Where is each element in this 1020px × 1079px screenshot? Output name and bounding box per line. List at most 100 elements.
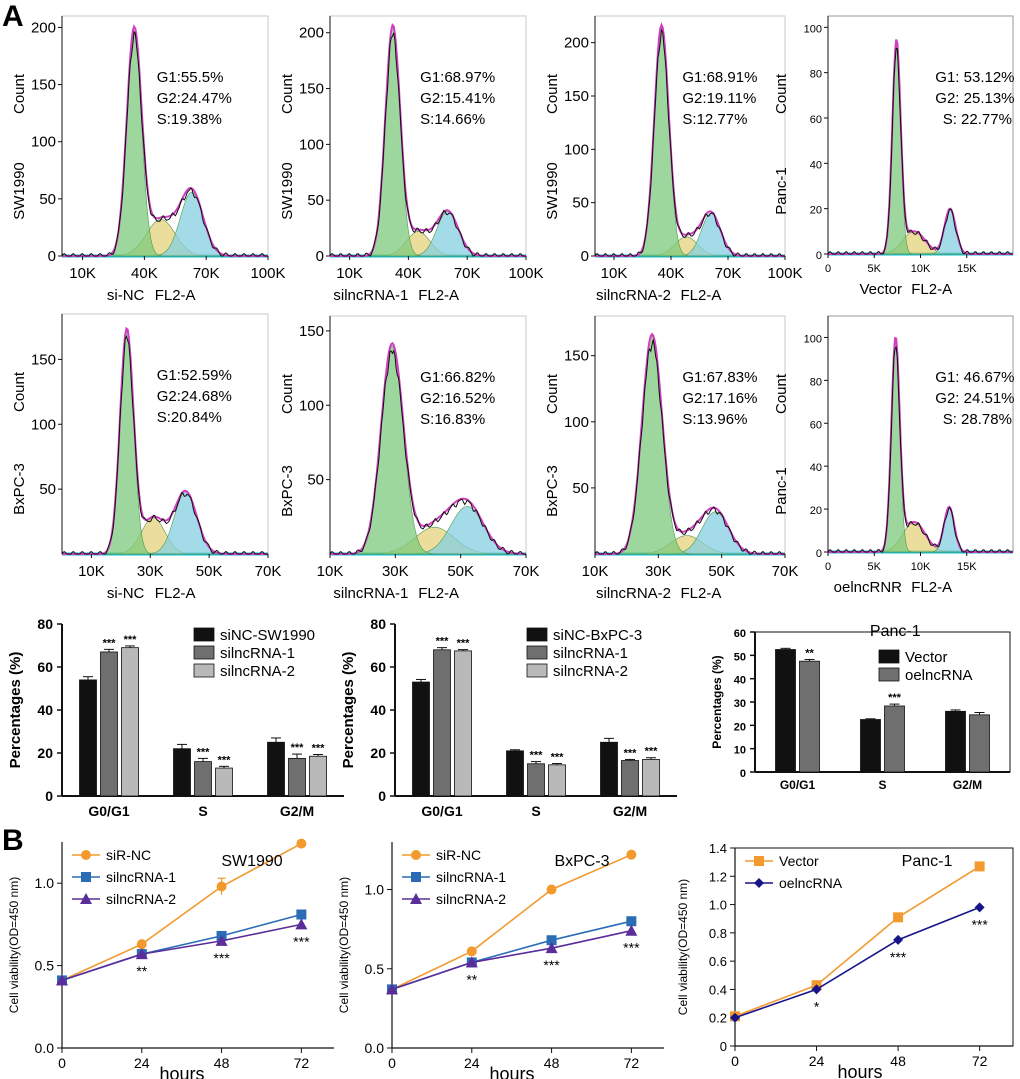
y-tick-label: 150	[31, 351, 56, 368]
significance-mark: ***	[312, 743, 326, 755]
y-tick-label: 100	[804, 23, 822, 35]
x-tick-label: 70K	[772, 563, 799, 580]
bar	[860, 719, 881, 773]
x-tick-label: 48	[890, 1053, 906, 1069]
histogram-1: 0 50 100 150 200 10K 40K 70K 100K Count SW1990 si-N…	[11, 15, 286, 304]
x-tick-label: 40K	[131, 265, 158, 282]
y-tick-label: 1.0	[365, 882, 385, 898]
x-tick-label: 10K	[317, 563, 344, 580]
data-point	[386, 983, 398, 995]
category-label: G0/G1	[780, 778, 816, 792]
fit-curve	[62, 326, 268, 555]
data-point	[296, 909, 307, 920]
y-axis-label: Cell viability(OD=450 nm)	[676, 879, 690, 1015]
x-tick-label: 48	[544, 1055, 560, 1071]
x-tick-label: 15K	[957, 561, 977, 573]
bar	[548, 764, 566, 797]
raw-histogram	[329, 32, 526, 257]
phase-percentage: G2:24.68%	[157, 388, 232, 405]
data-point	[295, 918, 308, 930]
series-line	[734, 865, 981, 1018]
legend-label: silncRNA-2	[220, 663, 295, 680]
bar	[267, 741, 285, 797]
legend-label: siR-NC	[436, 847, 481, 863]
sample-label: silncRNA-2	[596, 585, 671, 602]
bar	[288, 757, 306, 797]
x-tick-label: 100K	[508, 265, 543, 282]
legend-label: siNC-BxPC-3	[553, 627, 642, 644]
bar	[527, 763, 545, 797]
bar	[194, 761, 212, 797]
y-tick-label: 80	[37, 616, 53, 632]
row-label: BxPC-3	[544, 465, 561, 517]
x-tick-label: 0	[731, 1053, 739, 1069]
significance-mark: ***	[457, 638, 471, 650]
bar	[173, 748, 191, 797]
chart-title: SW1990	[221, 853, 282, 870]
panel-label-b: B	[2, 824, 24, 857]
data-point	[546, 884, 557, 895]
legend-marker	[81, 850, 91, 860]
phase-percentage: G2:17.16%	[682, 390, 757, 407]
row-label: SW1990	[544, 162, 561, 220]
plot-frame	[827, 315, 1014, 553]
x-tick-label: 10K	[78, 563, 105, 580]
peak-g1	[330, 26, 526, 257]
plot-frame	[827, 15, 1014, 255]
x-tick-label-minor: 40K	[415, 563, 442, 580]
raw-histogram	[329, 349, 526, 555]
phase-percentage: S:20.84%	[157, 409, 222, 426]
y-axis-label: Count	[544, 73, 561, 114]
bar	[309, 755, 327, 797]
y-tick-label: 1.0	[709, 898, 727, 913]
phase-percentage: S: 22.77%	[943, 111, 1012, 128]
legend-swatch	[526, 627, 548, 642]
bar	[454, 650, 472, 797]
x-tick-label: 30K	[382, 563, 409, 580]
x-tick-label: 24	[134, 1055, 150, 1071]
legend-marker	[411, 872, 421, 882]
significance-mark: ***	[291, 742, 305, 754]
peak-g1	[595, 25, 785, 257]
y-tick-label: 0.8	[709, 926, 727, 941]
y-tick-label: 60	[810, 114, 822, 126]
phase-percentage: S:12.77%	[682, 111, 747, 128]
bar	[621, 760, 639, 797]
histogram-8: 0 20 40 60 80 100 0 5K 10K 15K Count Panc-1 oelncRNR…	[773, 315, 1015, 596]
y-tick-label: 150	[299, 323, 324, 340]
sample-label: oelncRNR	[834, 579, 903, 596]
x-tick-label: 24	[809, 1053, 825, 1069]
y-tick-label: 30	[734, 698, 746, 710]
raw-histogram	[594, 28, 785, 257]
x-tick-label-minor: 20K	[108, 563, 135, 580]
row-label: SW1990	[279, 162, 296, 220]
y-tick-label: 50	[307, 192, 324, 209]
significance-mark: ***	[543, 957, 560, 973]
legend-swatch	[193, 645, 215, 660]
significance-mark: ***	[645, 746, 659, 758]
plot-frame	[329, 315, 527, 555]
significance-mark: ***	[551, 752, 565, 764]
legend-marker	[81, 872, 91, 882]
y-tick-label: 0	[45, 788, 53, 804]
bar	[506, 750, 524, 797]
category-label: S	[878, 778, 886, 792]
y-tick-label: 0.0	[365, 1040, 385, 1056]
histogram-7: 50 100 150 10K 30K 50K 70K 20K 40K 60K Count BxPC-3…	[544, 315, 799, 602]
channel-label: FL2-A	[681, 287, 722, 304]
chart-title: BxPC-3	[554, 853, 609, 870]
significance-mark: ***	[124, 634, 138, 646]
x-tick-label: 40K	[658, 265, 685, 282]
y-tick-label: 0.5	[35, 958, 55, 974]
y-tick-label: 60	[810, 419, 822, 431]
x-tick-label-minor: 40K	[677, 563, 704, 580]
x-tick-label-minor: 20K	[349, 563, 376, 580]
category-label: G0/G1	[88, 803, 129, 819]
y-tick-label: 150	[31, 77, 56, 94]
channel-label: FL2-A	[911, 579, 952, 596]
significance-mark: *	[814, 998, 820, 1014]
significance-mark: ***	[971, 916, 988, 932]
x-tick-label-minor: 60K	[225, 563, 252, 580]
